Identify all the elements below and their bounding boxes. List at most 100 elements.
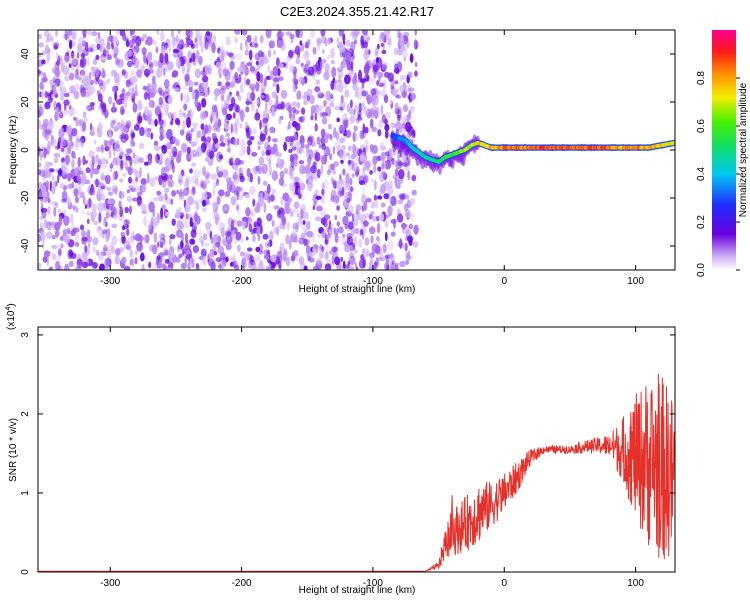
spectrogram-noise-cell — [162, 102, 168, 112]
spectrogram-noise-cell — [180, 222, 185, 230]
spectrogram-noise-cell — [104, 174, 111, 185]
spectrogram-noise-cell — [51, 174, 55, 182]
y-tick-label: 40 — [20, 48, 31, 60]
spectrogram-noise-cell — [353, 219, 359, 227]
spectrogram-noise-cell — [63, 92, 70, 98]
spectrogram-noise-cell — [79, 224, 85, 231]
spectrogram-noise-cell — [364, 161, 371, 168]
spectrogram-noise-cell — [206, 224, 211, 235]
spectrogram-noise-cell — [333, 227, 336, 236]
spectrogram-noise-cell — [277, 39, 284, 49]
spectrogram-noise-cell — [217, 170, 224, 178]
spectrogram-noise-cell — [230, 123, 233, 134]
spectrogram-noise-cell — [219, 142, 226, 147]
spectrogram-noise-cell — [78, 76, 82, 81]
spectrogram-noise-cell — [190, 43, 195, 49]
spectrogram-noise-cell — [305, 50, 309, 58]
spectrogram-noise-cell — [150, 132, 154, 140]
spectrogram-noise-cell — [384, 30, 391, 37]
spectrogram-noise-cell — [68, 260, 74, 268]
spectrogram-noise-cell — [341, 144, 346, 151]
spectrogram-noise-cell — [72, 206, 76, 212]
spectrogram-noise-cell — [282, 251, 287, 262]
spectrogram-noise-cell — [383, 193, 390, 200]
spectrogram-noise-cell — [113, 186, 118, 196]
spectrogram-noise-cell — [69, 105, 72, 110]
spectrogram-noise-cell — [246, 62, 253, 67]
spectrogram-noise-cell — [342, 152, 346, 161]
spectrogram-noise-cell — [376, 91, 381, 96]
spectrogram-noise-cell — [315, 79, 320, 85]
spectrogram-noise-cell — [178, 253, 183, 258]
spectrogram-noise-cell — [310, 105, 317, 114]
spectrogram-noise-cell — [213, 121, 219, 131]
spectrogram-noise-cell — [204, 242, 210, 247]
spectrogram-noise-cell — [344, 89, 350, 98]
spectrogram-noise-cell — [232, 180, 235, 187]
spectrogram-noise-cell — [351, 153, 356, 160]
spectrogram-noise-cell — [76, 173, 80, 182]
spectrogram-noise-cell — [45, 231, 53, 240]
spectrogram-noise-cell — [295, 122, 301, 131]
y-tick-label: 0 — [20, 569, 31, 575]
spectrogram-noise-cell — [161, 65, 165, 73]
spectrogram-noise-cell — [324, 69, 330, 78]
spectrogram-noise-cell — [151, 81, 157, 90]
spectrogram-noise-cell — [305, 164, 312, 175]
spectrogram-noise-cell — [160, 145, 167, 150]
spectrogram-noise-cell — [121, 88, 126, 95]
y-tick-label: 2 — [20, 411, 31, 417]
spectrogram-noise-cell — [341, 186, 345, 197]
spectrogram-noise-cell — [256, 217, 262, 227]
spectrogram-noise-cell — [80, 87, 87, 98]
spectrogram-noise-cell — [340, 256, 344, 263]
spectrogram-noise-cell — [172, 48, 180, 54]
spectrogram-noise-cell — [317, 44, 320, 51]
spectrogram-noise-cell — [147, 220, 152, 231]
spectrogram-noise-cell — [350, 186, 353, 192]
spectrogram-noise-cell — [293, 201, 300, 209]
spectrogram-noise-cell — [323, 251, 330, 261]
spectrogram-noise-cell — [38, 106, 44, 117]
spectrogram-noise-cell — [302, 166, 309, 175]
spectrogram-noise-cell — [120, 231, 126, 238]
spectrogram-noise-cell — [44, 101, 51, 110]
spectrogram-noise-cell — [368, 226, 376, 235]
spectrogram-noise-cell — [255, 82, 260, 92]
spectrogram-noise-cell — [166, 129, 173, 140]
spectrogram-noise-cell — [334, 145, 338, 150]
spectrogram-noise-cell — [318, 142, 322, 149]
spectrogram-noise-cell — [334, 195, 338, 205]
spectrogram-noise-cell — [318, 250, 324, 259]
spectrogram-noise-cell — [86, 104, 89, 111]
spectrogram-noise-cell — [244, 194, 250, 199]
spectrogram-noise-cell — [366, 166, 370, 171]
spectrogram-noise-cell — [180, 129, 185, 136]
spectrogram-noise-cell — [172, 136, 176, 144]
spectrogram-noise-cell — [276, 103, 284, 110]
spectrogram-noise-cell — [283, 141, 288, 152]
spectrogram-noise-cell — [177, 43, 184, 50]
spectrogram-noise-cell — [306, 230, 313, 238]
spectrogram-noise-cell — [57, 248, 62, 257]
spectrogram-noise-cell — [198, 55, 203, 66]
spectrogram-noise-cell — [397, 199, 404, 205]
spectrogram-noise-cell — [303, 164, 310, 174]
spectrogram-noise-cell — [239, 123, 243, 129]
y-tick-label: 20 — [20, 96, 31, 108]
spectrogram-noise-cell — [260, 34, 264, 44]
spectrogram-noise-cell — [206, 136, 212, 143]
spectrogram-noise-cell — [411, 130, 415, 138]
spectrogram-noise-cell — [112, 157, 118, 164]
spectrogram-noise-cell — [244, 49, 249, 56]
svg-text:(x104): (x104) — [5, 303, 17, 330]
spectrogram-noise-cell — [215, 118, 222, 128]
spectrogram-noise-cell — [68, 106, 75, 117]
spectrogram-noise-cell — [331, 177, 334, 185]
spectrogram-noise-cell — [344, 74, 351, 85]
spectrogram-noise-cell — [304, 44, 310, 49]
spectrogram-noise-cell — [254, 112, 261, 121]
spectrogram-noise-cell — [191, 89, 196, 101]
spectrogram-noise-cell — [38, 109, 41, 118]
spectrogram-noise-cell — [298, 160, 305, 165]
